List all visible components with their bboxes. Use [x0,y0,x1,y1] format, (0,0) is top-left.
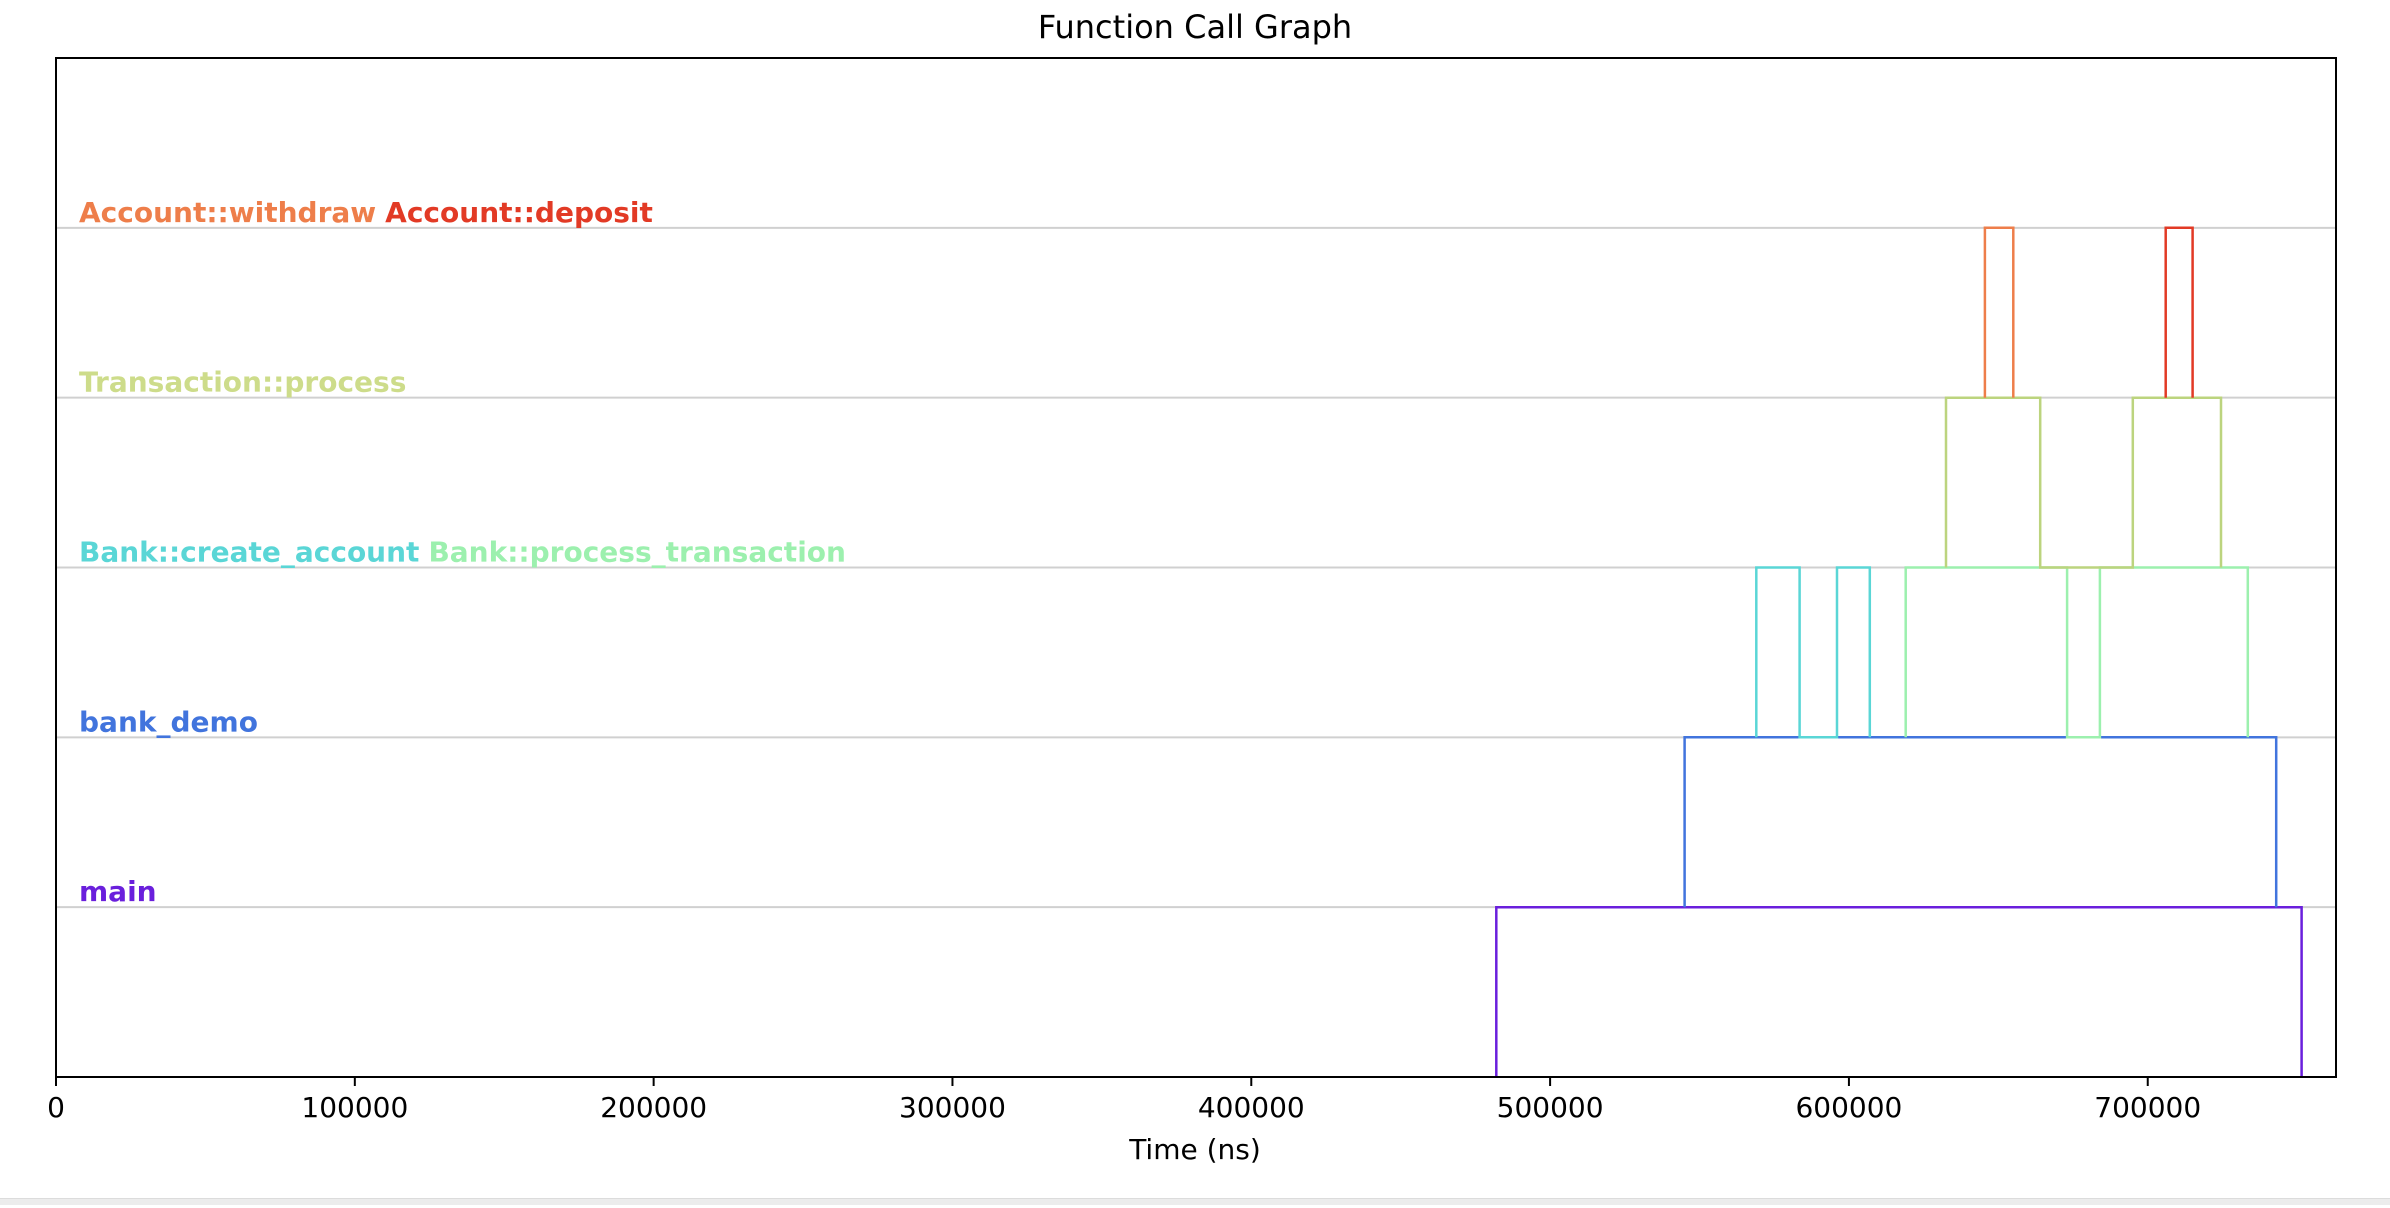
level-labels: main bank_demo Bank::create_account Bank::p… [79,196,846,908]
x-tick-label: 0 [47,1091,65,1124]
level-label: Account::withdraw [79,196,376,229]
series-line-6 [2164,226,2194,398]
level-label: main [79,875,157,908]
x-tick-label: 400000 [1198,1091,1305,1124]
x-tick-label: 700000 [2094,1091,2201,1124]
level-label: Bank::process_transaction [428,536,846,569]
x-tick-label: 600000 [1795,1091,1902,1124]
plot-frame [55,57,2337,1078]
series-line-4 [1944,396,2223,569]
x-tick-label: 200000 [600,1091,707,1124]
chart-title: Function Call Graph [1038,8,1352,46]
x-axis-ticks: 0 100000 200000 300000 400000 500000 600000 700… [47,1077,2201,1124]
level-label: Bank::create_account [79,536,419,569]
series-layer [1495,226,2303,1077]
x-tick-label: 500000 [1497,1091,1604,1124]
level-label: Transaction::process [79,366,406,399]
series-line-2 [1755,566,1872,739]
level-label: Account::deposit [385,196,653,229]
window-bottom-bar [0,1198,2390,1205]
x-tick-label: 100000 [301,1091,408,1124]
level-label: bank_demo [79,705,258,738]
series-line-1 [1683,736,2278,908]
series-line-5 [1983,226,2015,398]
x-tick-label: 300000 [899,1091,1006,1124]
series-line-0 [1495,905,2303,1077]
x-axis-label: Time (ns) [1128,1133,1261,1166]
series-line-3 [1904,566,2250,739]
